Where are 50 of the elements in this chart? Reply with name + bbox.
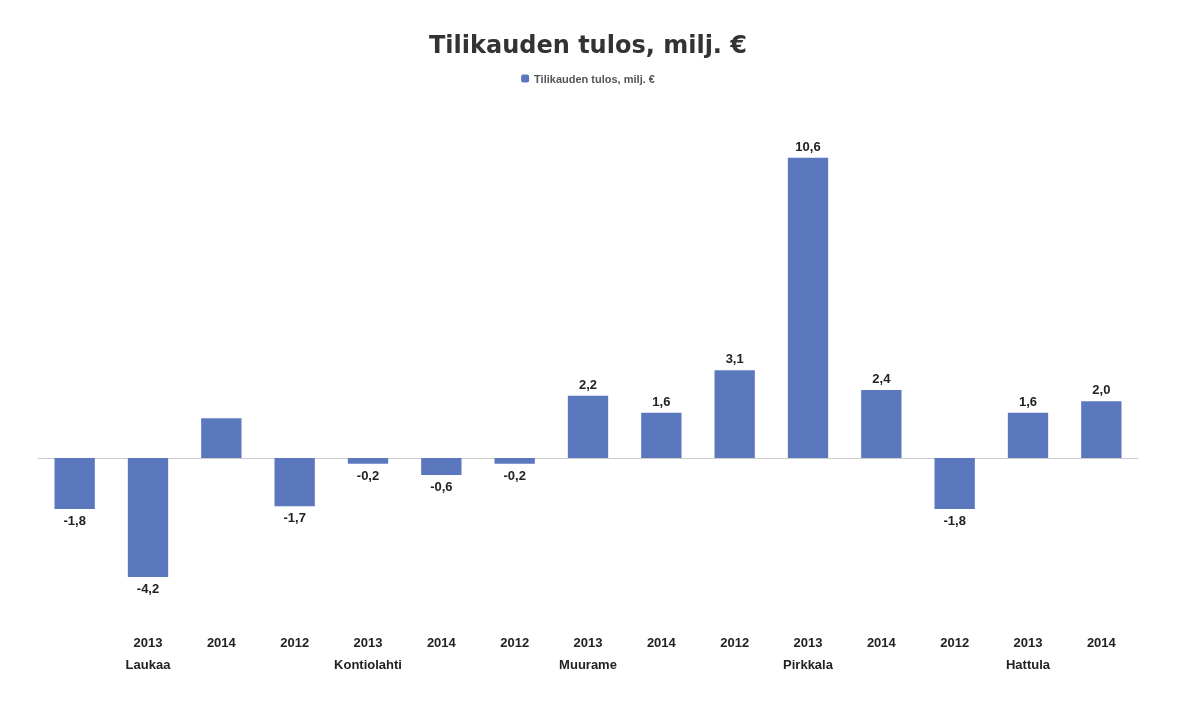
bar [787,157,829,458]
bar [567,395,609,458]
bar [494,458,535,464]
legend-label: Tilikauden tulos, milj. € [534,72,655,85]
x-tick-label: 2013 [133,635,163,650]
chart-title: Tilikauden tulos, milj. € [428,31,748,59]
x-tick-label: 2012 [940,635,970,650]
bar [1081,401,1122,458]
x-tick-label: 2013 [353,635,383,650]
data-label: 2,2 [578,376,598,392]
text: Laukaa [125,657,172,672]
x-tick-label: 2012 [280,635,310,650]
data-label: -1,8 [943,513,966,528]
bar [421,458,462,475]
text: Pirkkala [783,657,834,672]
x-tick-label: 2012 [720,635,750,650]
x-tick-label: 2012 [500,635,530,650]
data-label: -0,2 [503,467,526,483]
bar [641,412,682,458]
x-tick-label: 2013 [793,635,823,650]
x-tick-label: 2014 [866,635,897,650]
bar [274,458,315,507]
text: Kontiolahti [334,657,402,672]
text: Muurame [559,657,617,672]
data-label: 10,6 [795,138,821,154]
x-tick-label: 2014 [1086,635,1117,650]
x-tick-label: 2014 [646,635,677,650]
data-label: -0,6 [430,479,453,494]
x-tick-label: 2013 [573,635,603,650]
bar [934,458,975,509]
x-tick-label: 2013 [1013,635,1043,650]
bar [714,370,755,458]
bar [127,458,169,577]
data-label: -1,7 [283,510,306,526]
bar [861,390,902,458]
data-label: -4,2 [136,581,160,596]
data-label: 2,0 [1092,382,1111,398]
data-label: 1,6 [1018,393,1038,409]
bar [347,458,389,464]
x-tick-label: 2014 [206,635,237,650]
text: Hattula [1005,657,1051,672]
bar [201,418,242,458]
x-tick-label: 2014 [426,635,457,650]
bar [54,458,95,509]
bar [1007,412,1049,458]
data-label: 1,6 [652,393,671,409]
data-label: 3,1 [725,351,744,367]
data-label: 2,4 [872,371,892,386]
data-label: -0,2 [356,467,380,483]
data-label: -1,8 [63,513,86,528]
